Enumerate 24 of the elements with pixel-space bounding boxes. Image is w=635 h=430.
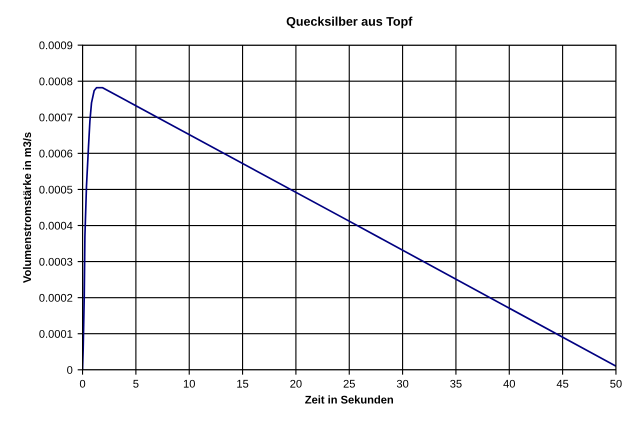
x-tick-label: 5: [133, 380, 139, 388]
x-tick-label: 45: [556, 380, 568, 388]
x-tick-label: 20: [290, 380, 302, 388]
x-tick-label: 0: [80, 380, 86, 388]
y-tick-label: 0.0003: [39, 258, 72, 266]
x-tick-label: 30: [396, 380, 408, 388]
y-tick-label: 0.0004: [39, 222, 73, 230]
y-tick-label: 0.0009: [39, 41, 72, 50]
y-axis-title: Volumenstromstärke in m3/s: [22, 132, 32, 283]
y-tick-label: 0.0005: [39, 186, 72, 194]
y-tick-label: 0.0006: [39, 150, 72, 158]
x-tick-label: 15: [237, 380, 248, 388]
y-tick-label: 0.0008: [39, 77, 72, 86]
y-tick-label: 0.0002: [39, 294, 72, 302]
y-tick-label: 0: [67, 366, 72, 374]
y-tick-label: 0.0007: [39, 114, 72, 122]
x-tick-label: 35: [450, 380, 462, 388]
x-tick-label: 40: [503, 380, 516, 388]
x-tick-label: 25: [344, 380, 355, 388]
x-tick-label: 10: [184, 380, 195, 388]
y-tick-label: 0.0001: [39, 330, 72, 338]
chart-title: Quecksilber aus Topf: [286, 16, 412, 28]
x-axis-title: Zeit in Sekunden: [305, 395, 394, 404]
x-tick-label: 50: [610, 380, 622, 388]
